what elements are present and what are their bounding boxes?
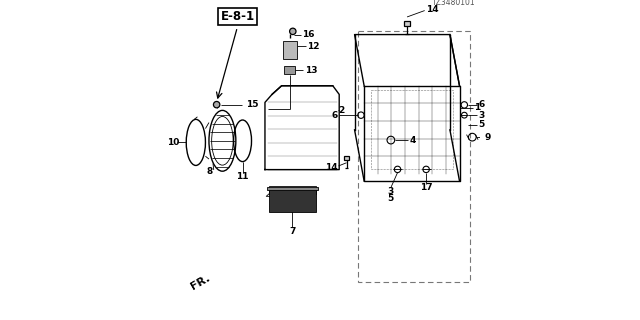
Text: 3: 3 xyxy=(479,111,484,120)
Text: TZ3480101: TZ3480101 xyxy=(431,0,475,7)
Text: 4: 4 xyxy=(410,136,416,145)
Text: 12: 12 xyxy=(307,42,319,51)
Bar xyxy=(269,186,316,194)
Text: FR.: FR. xyxy=(189,273,212,292)
Text: 6: 6 xyxy=(331,111,337,120)
Text: 5: 5 xyxy=(479,120,484,129)
Text: E-8-1: E-8-1 xyxy=(220,10,255,23)
Text: 11: 11 xyxy=(236,172,249,181)
Text: 16: 16 xyxy=(302,30,315,39)
Bar xyxy=(268,187,317,190)
Text: 3: 3 xyxy=(387,187,394,196)
Text: 5: 5 xyxy=(387,194,394,203)
Circle shape xyxy=(289,28,296,35)
Text: 8: 8 xyxy=(207,167,212,176)
Bar xyxy=(284,66,296,74)
Text: 6: 6 xyxy=(479,100,484,109)
Text: 14: 14 xyxy=(325,163,338,172)
Circle shape xyxy=(214,101,220,108)
Text: 14: 14 xyxy=(426,5,438,14)
Text: 13: 13 xyxy=(305,66,317,75)
Bar xyxy=(283,41,297,59)
Text: 1: 1 xyxy=(474,103,481,112)
Bar xyxy=(358,31,470,282)
Text: 9: 9 xyxy=(484,133,491,142)
Text: 7: 7 xyxy=(289,227,296,236)
Bar xyxy=(269,188,316,212)
Text: 10: 10 xyxy=(166,138,179,147)
Bar xyxy=(344,156,349,160)
Text: 17: 17 xyxy=(420,183,433,192)
Text: 2: 2 xyxy=(339,106,345,115)
Text: 15: 15 xyxy=(246,100,259,109)
Bar xyxy=(404,21,410,26)
